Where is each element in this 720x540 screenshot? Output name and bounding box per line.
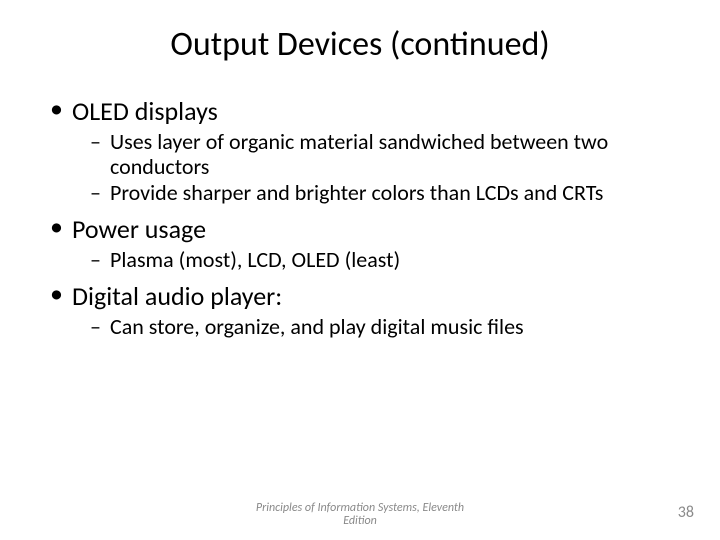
dash-icon: – — [90, 180, 110, 205]
list-item: • OLED displays – Uses layer of organic … — [50, 95, 670, 205]
bullet-list: • OLED displays – Uses layer of organic … — [50, 95, 670, 339]
list-item: • Power usage – Plasma (most), LCD, OLED… — [50, 213, 670, 272]
bullet-text: Digital audio player: — [72, 280, 670, 312]
bullet-icon: • — [50, 213, 72, 239]
bullet-row: – Uses layer of organic material sandwic… — [90, 129, 670, 180]
slide-title: Output Devices (continued) — [50, 24, 670, 65]
dash-icon: – — [90, 314, 110, 339]
list-item: – Can store, organize, and play digital … — [90, 314, 670, 339]
dash-icon: – — [90, 129, 110, 154]
slide: Output Devices (continued) • OLED displa… — [0, 0, 720, 540]
bullet-row: • OLED displays — [50, 95, 670, 127]
sub-bullet-text: Provide sharper and brighter colors than… — [110, 180, 670, 205]
bullet-text: OLED displays — [72, 95, 670, 127]
bullet-row: • Digital audio player: — [50, 280, 670, 312]
page-number: 38 — [678, 503, 694, 522]
footer-line2: Edition — [0, 515, 720, 528]
dash-icon: – — [90, 247, 110, 272]
list-item: – Uses layer of organic material sandwic… — [90, 129, 670, 180]
sub-list: – Can store, organize, and play digital … — [90, 314, 670, 339]
sub-bullet-text: Can store, organize, and play digital mu… — [110, 314, 670, 339]
sub-bullet-text: Plasma (most), LCD, OLED (least) — [110, 247, 670, 272]
list-item: • Digital audio player: – Can store, org… — [50, 280, 670, 339]
bullet-row: – Plasma (most), LCD, OLED (least) — [90, 247, 670, 272]
bullet-row: • Power usage — [50, 213, 670, 245]
sub-list: – Uses layer of organic material sandwic… — [90, 129, 670, 205]
bullet-row: – Can store, organize, and play digital … — [90, 314, 670, 339]
footer: Principles of Information Systems, Eleve… — [0, 502, 720, 528]
bullet-icon: • — [50, 280, 72, 306]
bullet-row: – Provide sharper and brighter colors th… — [90, 180, 670, 205]
footer-line1: Principles of Information Systems, Eleve… — [0, 502, 720, 515]
list-item: – Provide sharper and brighter colors th… — [90, 180, 670, 205]
bullet-text: Power usage — [72, 213, 670, 245]
sub-list: – Plasma (most), LCD, OLED (least) — [90, 247, 670, 272]
list-item: – Plasma (most), LCD, OLED (least) — [90, 247, 670, 272]
sub-bullet-text: Uses layer of organic material sandwiche… — [110, 129, 670, 180]
bullet-icon: • — [50, 95, 72, 121]
